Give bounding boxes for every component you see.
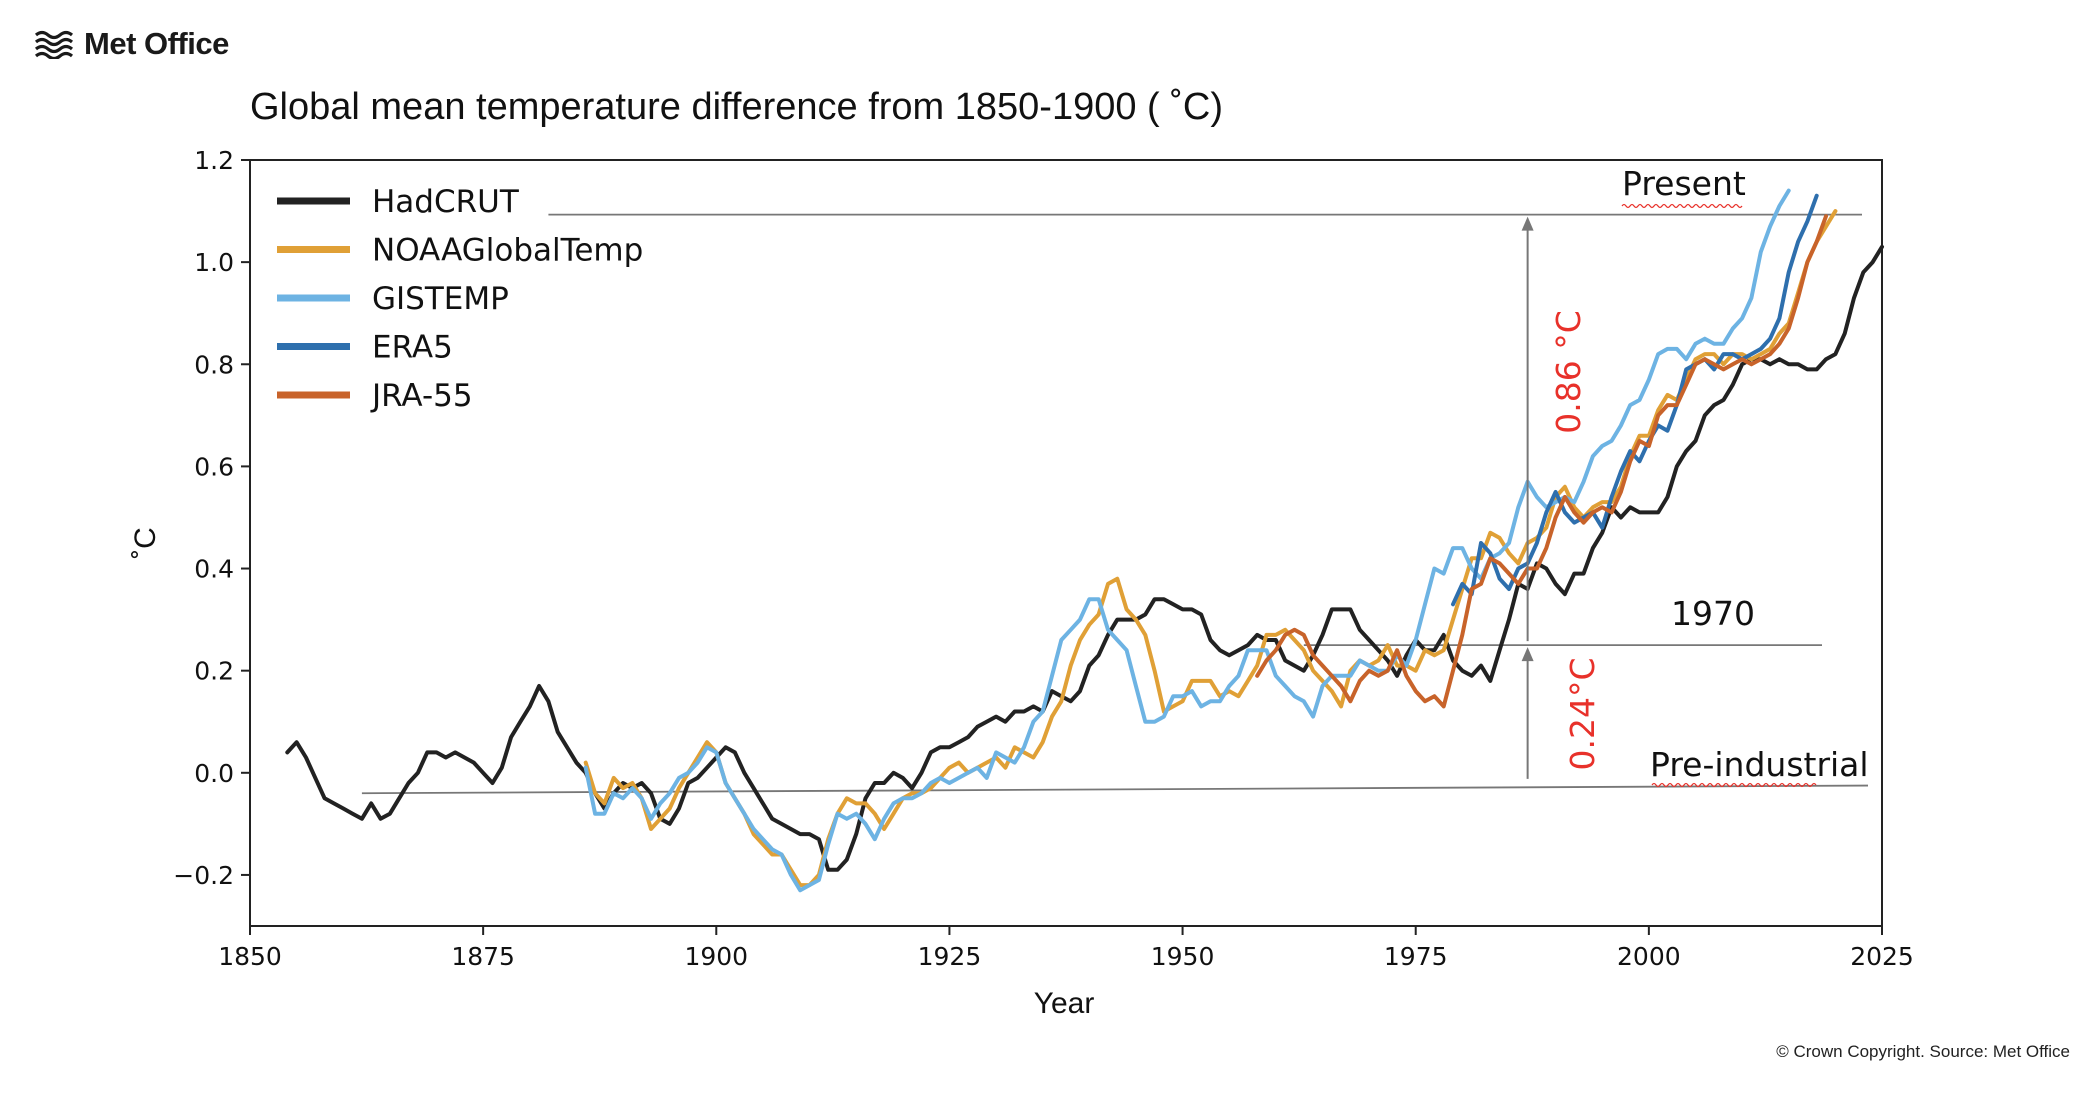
spellcheck-underline (1621, 203, 1743, 209)
y-tick-label: 0.8 (194, 350, 234, 379)
spellcheck-underline (1651, 782, 1817, 788)
copyright-notice: © Crown Copyright. Source: Met Office (1776, 1042, 2070, 1061)
chart-title: Global mean temperature difference from … (250, 86, 1224, 128)
y-tick-label: 0.0 (194, 759, 234, 788)
y-tick-label: 0.2 (194, 657, 234, 686)
y-tick-label: 1.0 (194, 248, 234, 277)
present-label: Present (1622, 164, 1746, 203)
series-line-jra-55 (1255, 214, 1828, 709)
met-office-logo[interactable]: Met Office (34, 26, 229, 62)
x-tick-label: 2000 (1617, 942, 1681, 971)
y-tick-label: 0.4 (194, 555, 234, 584)
legend-label-jra-55: JRA-55 (370, 378, 473, 414)
series-line-noaaglobaltemp (583, 209, 1838, 888)
x-tick-label: 1900 (684, 942, 748, 971)
y-tick-label: 1.2 (194, 146, 234, 175)
year-1970-label: 1970 (1671, 594, 1755, 633)
upper-change-label: 0.86 °C (1549, 310, 1588, 434)
upper-arrow-head (1521, 216, 1534, 231)
y-tick-label: 0.6 (194, 452, 234, 481)
x-tick-label: 1875 (451, 942, 515, 971)
legend-label-noaaglobaltemp: NOAAGlobalTemp (372, 233, 643, 269)
legend-label-hadcrut: HadCRUT (372, 184, 520, 220)
series-line-gistemp (583, 188, 1791, 893)
y-tick-label: −0.2 (173, 861, 234, 890)
y-axis-title: ˚C (129, 527, 162, 559)
x-tick-label: 1975 (1384, 942, 1448, 971)
legend-label-gistemp: GISTEMP (372, 281, 509, 317)
x-tick-label: 1950 (1151, 942, 1215, 971)
lower-change-label: 0.24°C (1563, 657, 1602, 770)
x-tick-label: 1925 (918, 942, 982, 971)
lower-arrow-head (1521, 647, 1534, 662)
x-tick-label: 1850 (218, 942, 282, 971)
pre-industrial-label: Pre-industrial (1650, 745, 1869, 784)
legend-label-era5: ERA5 (372, 330, 453, 366)
brand-name: Met Office (84, 26, 229, 61)
x-tick-label: 2025 (1850, 942, 1914, 971)
x-axis-title: Year (1034, 987, 1095, 1020)
series-line-hadcrut (285, 244, 1884, 872)
plot-frame (249, 159, 1883, 927)
waves-icon (34, 30, 74, 59)
